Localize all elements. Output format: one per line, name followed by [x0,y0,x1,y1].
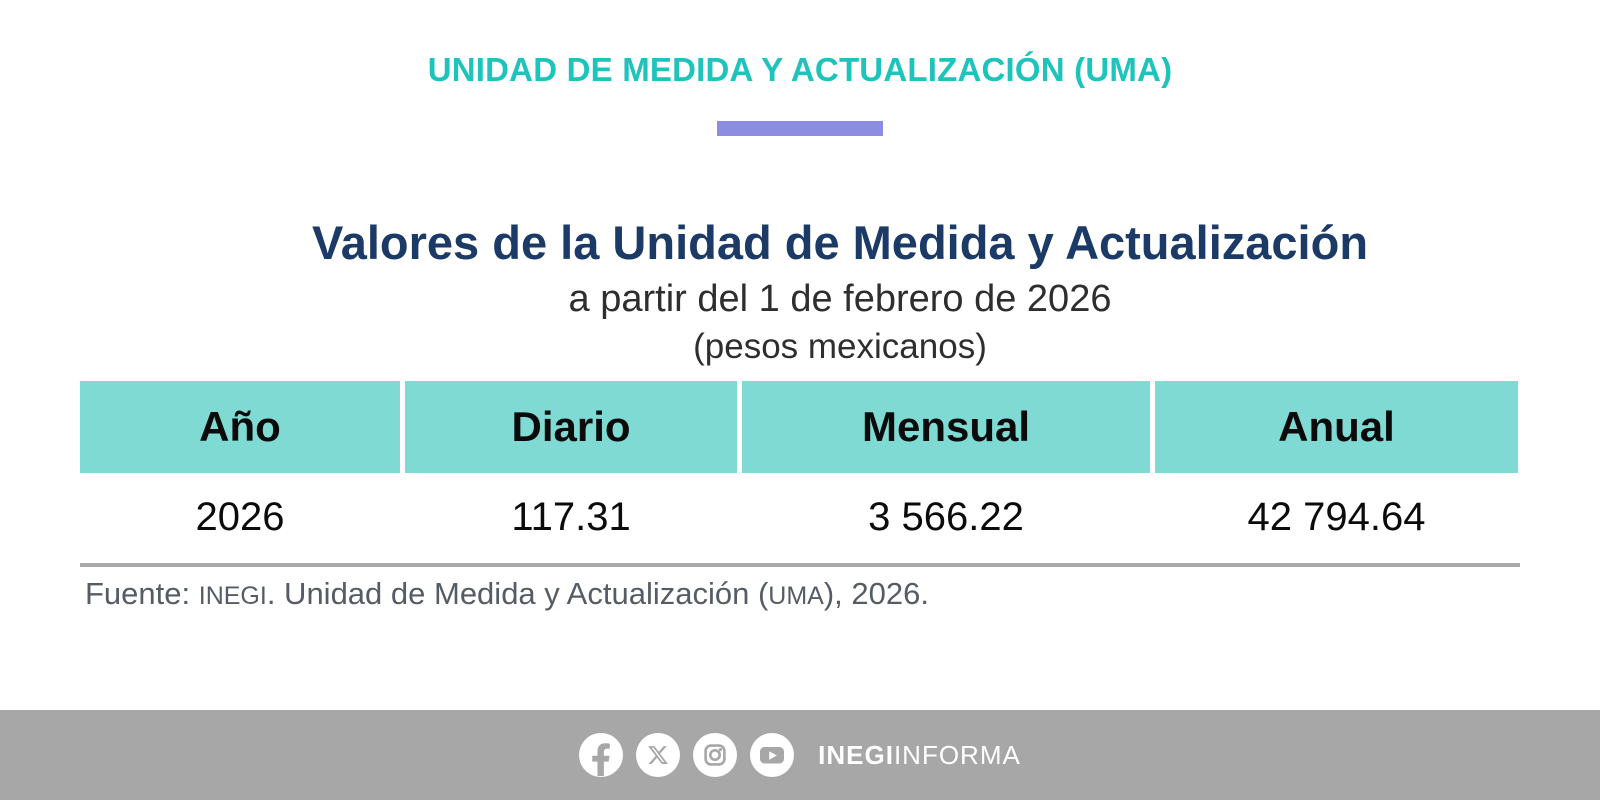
divider-bar [717,121,883,136]
footer-bar: INEGIINFORMA [0,710,1600,800]
column-header-anual: Anual [1155,381,1518,473]
page-title: Valores de la Unidad de Medida y Actuali… [311,216,1369,269]
cell-anio: 2026 [195,494,285,539]
column-header-anio: Año [80,381,400,473]
page-subtitle: a partir del 1 de febrero de 2026 [568,278,1112,321]
column-header-mensual: Mensual [742,381,1150,473]
brand-bold: INEGI [818,739,894,770]
column-header-diario: Diario [405,381,737,473]
heading-block: Valores de la Unidad de Medida y Actuali… [80,216,1600,367]
facebook-icon[interactable] [579,733,624,777]
cell-diario: 117.31 [511,494,631,539]
source-divider-rule [80,563,1520,567]
source-institution: INEGI [198,582,267,610]
table-row: 2026 117.31 3 566.22 42 794.64 [80,473,1518,561]
cell-anual: 42 794.64 [1247,494,1426,539]
source-note: Fuente: INEGI. Unidad de Medida y Actual… [85,576,929,612]
uma-table: Año Diario Mensual Anual 2026 117.31 3 5… [80,381,1518,561]
source-suffix: ), 2026. [823,576,929,611]
cell-mensual: 3 566.22 [868,494,1024,539]
table-header-row: Año Diario Mensual Anual [80,381,1518,473]
youtube-icon[interactable] [750,733,795,777]
brand-regular: INFORMA [893,739,1021,770]
source-prefix: Fuente: [85,576,199,611]
source-middle: . Unidad de Medida y Actualización ( [266,576,769,611]
unit-note: (pesos mexicanos) [693,327,987,367]
instagram-icon[interactable] [693,733,738,777]
x-icon[interactable] [636,733,681,777]
social-icons [579,733,795,777]
source-acronym: UMA [768,582,824,610]
banner-title: UNIDAD DE MEDIDA Y ACTUALIZACIÓN (UMA) [427,51,1173,88]
inegi-informa-logo: INEGIINFORMA [818,740,1021,771]
